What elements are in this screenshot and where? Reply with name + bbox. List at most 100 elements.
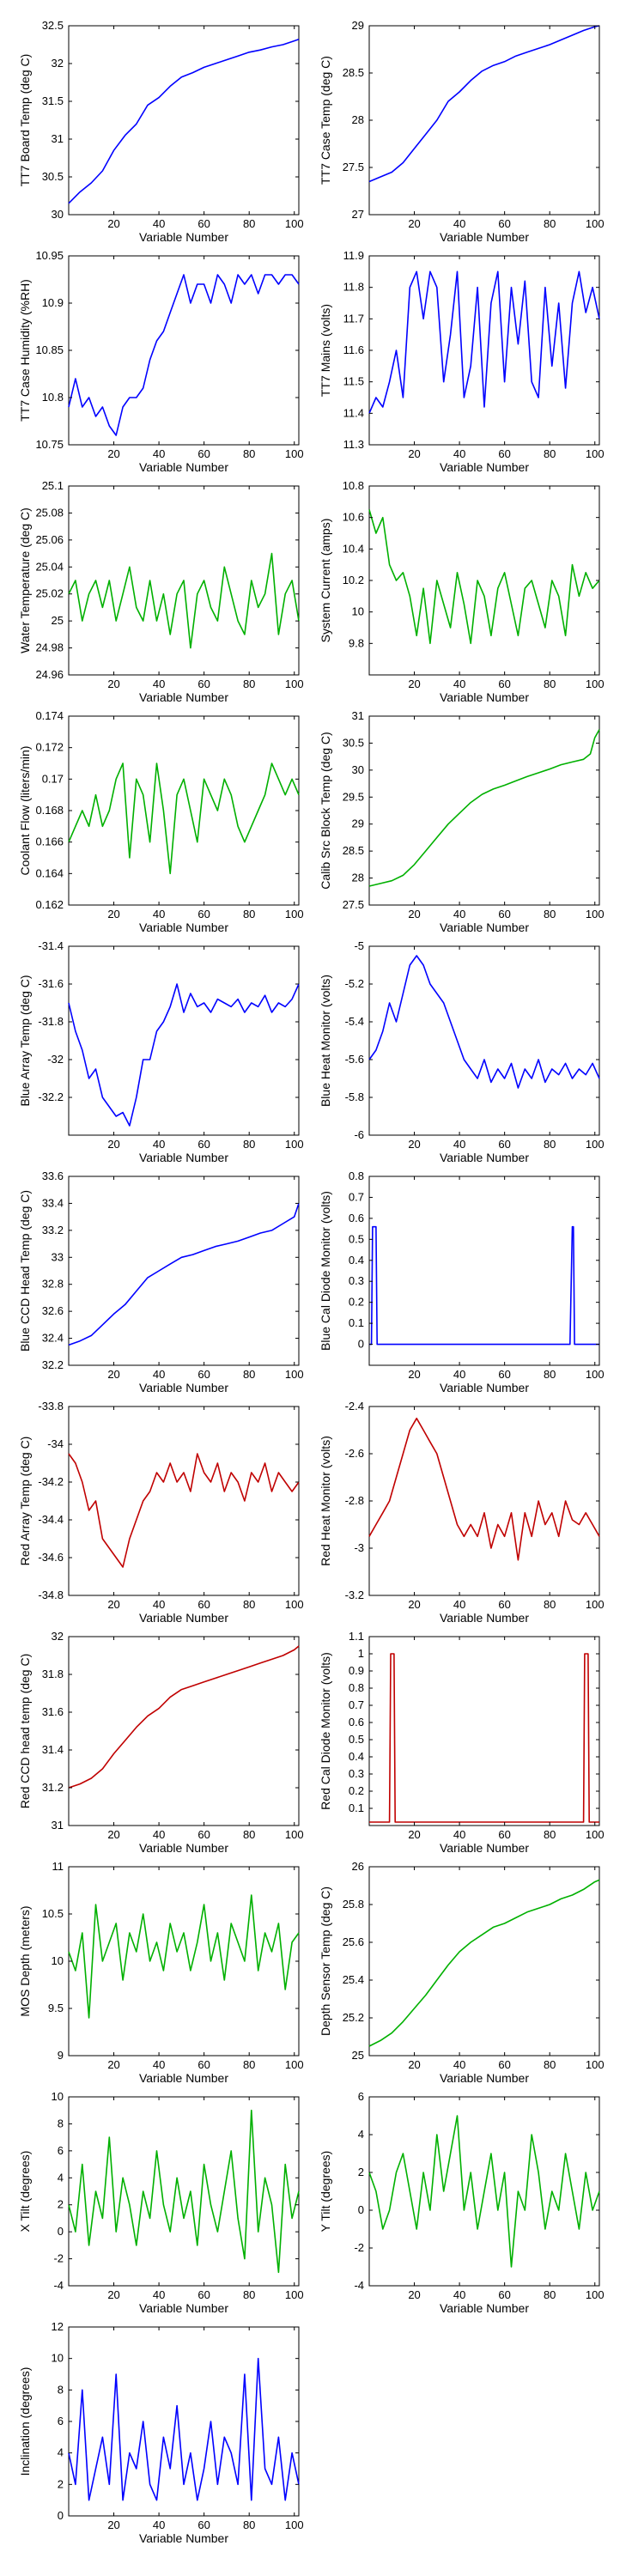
x-tick-label: 60 [498,447,510,460]
x-tick-label: 40 [453,677,465,690]
x-axis-label: Variable Number [440,1151,529,1164]
y-tick-label: 4 [58,2446,64,2459]
y-tick-label: 11.4 [343,406,364,419]
x-tick-label: 80 [243,2518,255,2531]
y-tick-label: 32.4 [42,1332,64,1345]
x-tick-label: 80 [544,677,556,690]
x-tick-label: 80 [243,908,255,920]
x-tick-label: 60 [498,1368,510,1381]
y-tick-label: 6 [58,2415,64,2427]
x-axis-label: Variable Number [139,2301,228,2315]
y-tick-label: 0.1 [349,1801,364,1814]
x-tick-label: 60 [197,1598,210,1611]
y-tick-label: 25.08 [35,506,64,519]
y-tick-label: 0 [58,2509,64,2522]
y-tick-label: 0.174 [35,709,64,722]
chart-panel: 20 40 60 80 100 11.3 11.4 11.5 11.6 11.7 11.8 11.9 V… [319,249,605,474]
y-tick-label: 31 [52,132,64,145]
y-tick-label: 10.2 [343,574,364,586]
y-tick-label: 11.8 [343,281,364,294]
y-tick-label: 31 [52,1819,64,1832]
x-tick-label: 100 [285,1368,304,1381]
chart-panel: 20 40 60 80 100 0.1 0.2 0.3 0.4 0.5 0.6 0.7 0.8 0.9 1 1… [319,1630,605,1855]
plot-area-frame [68,485,300,676]
x-axis-label: Variable Number [139,1381,228,1394]
y-tick-label: 0.9 [349,1664,364,1677]
y-tick-label: -5.2 [345,977,364,990]
plot-area-frame [68,715,300,906]
y-tick-label: 2 [58,2477,64,2490]
y-tick-label: -2 [354,2241,364,2254]
y-tick-label: -3 [354,1541,364,1554]
y-tick-label: -31.8 [38,1015,64,1028]
chart-panel: 20 40 60 80 100 32.2 32.4 32.6 32.8 33 33.2 33.4 33.… [18,1170,304,1394]
x-tick-label: 40 [153,1368,165,1381]
y-tick-label: 0 [58,2225,64,2238]
chart-panel: 20 40 60 80 100 27 27.5 28 28.5 29 Variable Number… [319,19,605,244]
x-tick-label: 100 [285,1598,304,1611]
y-tick-label: -34.6 [38,1551,64,1564]
plot-area-frame [368,1866,600,2057]
y-tick-label: 1 [358,1647,364,1660]
chart-panel: 20 40 60 80 100 30 30.5 31 31.5 32 32.5 Variable Nu… [18,19,304,244]
y-tick-label: 25.04 [35,560,64,573]
x-tick-label: 80 [243,1598,255,1611]
x-tick-label: 20 [107,1828,119,1841]
x-tick-label: 20 [408,2288,420,2301]
y-tick-label: -4 [354,2279,364,2292]
y-tick-label: -32.2 [38,1091,64,1103]
chart-panel: 20 40 60 80 100 -4 -2 0 2 4 6 Variable Number Y Tilt… [319,2090,605,2315]
plot-area-frame [68,25,300,216]
x-tick-label: 80 [544,1828,556,1841]
y-tick-label: -2.6 [345,1447,364,1460]
y-axis-label: TT7 Case Temp (deg C) [319,56,332,185]
y-axis-label: Inclination (degrees) [18,2367,32,2476]
y-axis-label: TT7 Case Humidity (%RH) [18,279,32,422]
x-tick-label: 60 [498,908,510,920]
x-tick-label: 60 [197,217,210,230]
y-tick-label: 31.2 [42,1781,64,1794]
y-tick-label: 10.85 [35,343,64,356]
y-tick-label: 10.95 [35,249,64,262]
chart-panel: 20 40 60 80 100 24.96 24.98 25 25.02 25.04 25.06 25… [18,479,304,704]
x-axis-label: Variable Number [139,230,228,244]
x-axis-label: Variable Number [440,690,529,704]
y-tick-label: 27.5 [343,161,364,173]
y-tick-label: 31.4 [42,1743,64,1756]
x-tick-label: 80 [243,1828,255,1841]
y-tick-label: 10 [352,605,364,618]
y-tick-label: 0.6 [349,1212,364,1224]
y-tick-label: 10 [52,1954,64,1967]
plot-area-frame [68,2326,300,2517]
y-axis-label: TT7 Mains (volts) [319,304,332,397]
y-tick-label: 0.3 [349,1767,364,1780]
y-tick-label: 32 [52,1630,64,1643]
chart-panel: 20 40 60 80 100 31 31.2 31.4 31.6 31.8 32 Variable … [18,1630,304,1855]
y-tick-label: -5 [354,939,364,952]
series-line [68,1453,300,1568]
x-tick-label: 40 [453,2058,465,2071]
x-tick-label: 20 [107,447,119,460]
y-tick-label: -34.8 [38,1589,64,1601]
series-line [68,552,300,649]
x-tick-label: 80 [544,447,556,460]
y-tick-label: 11.9 [343,249,364,262]
y-tick-label: 10 [52,2352,64,2365]
y-tick-label: 32.2 [42,1358,64,1371]
y-tick-label: -5.6 [345,1053,364,1066]
x-tick-label: 60 [498,1828,510,1841]
y-tick-label: 10.5 [42,1907,64,1920]
y-tick-label: -5.8 [345,1091,364,1103]
x-axis-label: Variable Number [440,1381,529,1394]
x-tick-label: 100 [586,1828,605,1841]
plot-area-frame [68,1406,300,1596]
y-tick-label: 0.3 [349,1274,364,1287]
y-tick-label: 33 [52,1250,64,1263]
plot-area-frame [368,25,600,216]
x-tick-label: 100 [285,2058,304,2071]
y-tick-label: -6 [354,1128,364,1141]
y-tick-label: 0 [358,2203,364,2216]
x-tick-label: 100 [586,447,605,460]
y-tick-label: 24.96 [35,668,64,681]
x-tick-label: 80 [243,447,255,460]
